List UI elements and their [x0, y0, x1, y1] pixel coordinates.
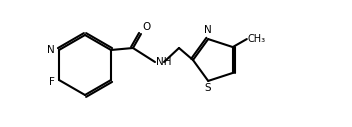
Text: CH₃: CH₃ [248, 34, 266, 44]
Text: F: F [49, 77, 55, 87]
Text: O: O [142, 22, 150, 32]
Text: N: N [204, 25, 212, 35]
Text: S: S [205, 83, 212, 93]
Text: N: N [47, 45, 55, 55]
Text: NH: NH [156, 57, 171, 67]
